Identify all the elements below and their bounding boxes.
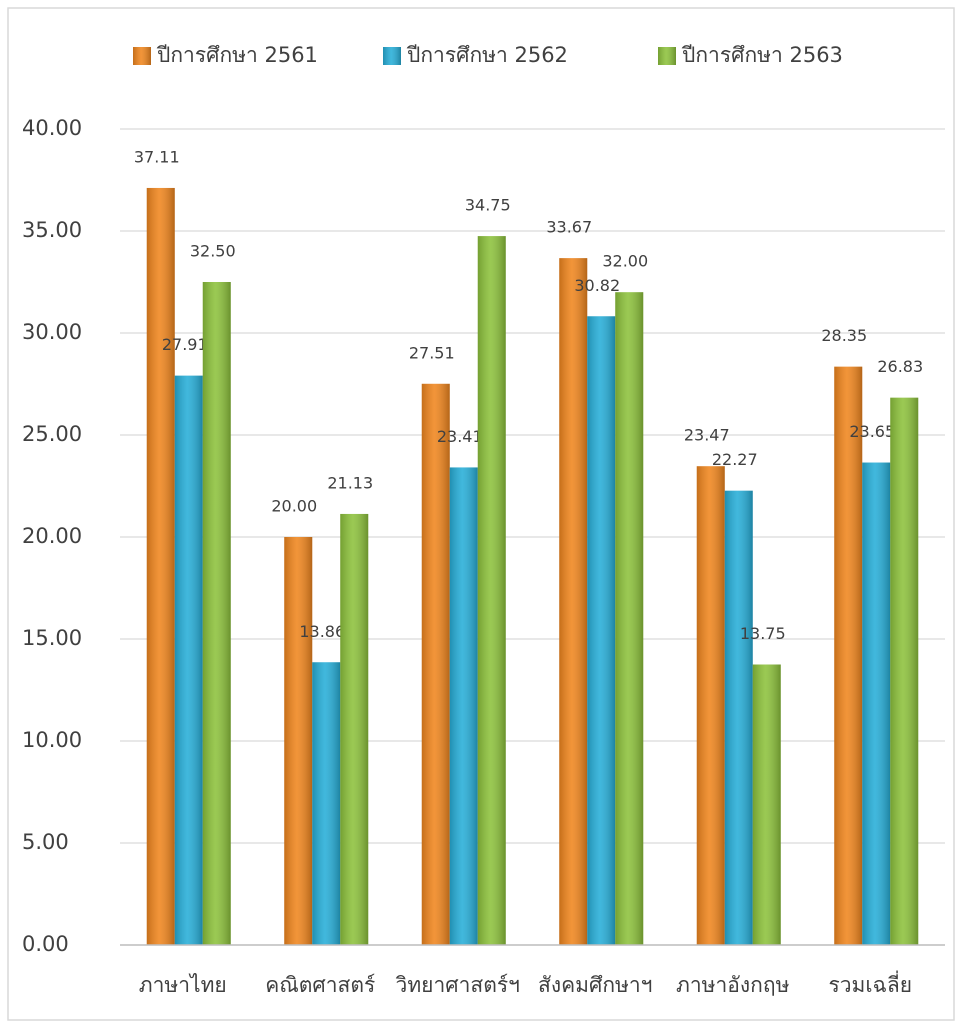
bar-shade: [724, 490, 753, 945]
legend-swatch-shade: [658, 47, 676, 65]
y-tick-label: 35.00: [22, 218, 82, 242]
bar-shade: [587, 316, 616, 946]
bar-shade: [146, 187, 175, 945]
data-label: 37.11: [134, 147, 180, 166]
data-label: 23.41: [437, 427, 483, 446]
bar-shade: [477, 236, 506, 946]
y-tick-label: 10.00: [22, 728, 82, 752]
bar-shade: [615, 292, 644, 945]
y-tick-label: 40.00: [22, 116, 82, 140]
bar-shade: [202, 282, 231, 945]
x-tick-label: สังคมศึกษาฯ: [538, 973, 652, 997]
x-tick-label: คณิตศาสตร์: [265, 973, 375, 997]
bar-shade: [174, 375, 203, 945]
bar-shade: [312, 662, 341, 945]
x-tick-label: วิทยาศาสตร์ฯ: [395, 973, 520, 997]
y-tick-label: 25.00: [22, 422, 82, 446]
bar-shade: [752, 664, 781, 945]
data-label: 32.00: [602, 252, 648, 271]
data-label: 23.65: [849, 422, 895, 441]
data-label: 34.75: [465, 196, 511, 215]
data-label: 26.83: [877, 357, 923, 376]
data-label: 20.00: [271, 497, 317, 516]
bar-shade: [862, 462, 891, 945]
data-label: 32.50: [190, 242, 236, 261]
bar-shade: [284, 537, 313, 945]
data-label: 21.13: [327, 473, 373, 492]
bar-shade: [890, 397, 919, 946]
legend-swatch-shade: [383, 47, 401, 65]
data-label: 30.82: [574, 276, 620, 295]
data-label: 27.91: [162, 335, 208, 354]
data-label: 28.35: [821, 326, 867, 345]
y-tick-label: 30.00: [22, 320, 82, 344]
data-label: 33.67: [546, 218, 592, 237]
bar-shade: [834, 366, 863, 945]
y-tick-label: 5.00: [22, 830, 69, 854]
bar-shade: [696, 466, 725, 945]
data-label: 22.27: [712, 450, 758, 469]
legend-label: ปีการศึกษา 2563: [681, 43, 843, 67]
bar-shade: [421, 383, 450, 945]
legend-label: ปีการศึกษา 2561: [156, 43, 318, 67]
chart-frame: [7, 7, 955, 1021]
x-tick-label: ภาษาไทย: [139, 973, 227, 997]
data-label: 23.47: [684, 426, 730, 445]
data-label: 13.75: [740, 624, 786, 643]
x-tick-label: ภาษาอังกฤษ: [676, 973, 789, 997]
data-label: 27.51: [409, 343, 455, 362]
bar-shade: [559, 258, 588, 946]
legend-label: ปีการศึกษา 2562: [406, 43, 568, 67]
y-tick-label: 15.00: [22, 626, 82, 650]
bar-shade: [449, 467, 478, 945]
x-tick-label: รวมเฉลี่ย: [828, 970, 912, 997]
bar-shade: [340, 513, 369, 945]
legend-swatch-shade: [133, 47, 151, 65]
y-tick-label: 20.00: [22, 524, 82, 548]
y-tick-label: 0.00: [22, 932, 69, 956]
data-label: 13.86: [299, 622, 345, 641]
